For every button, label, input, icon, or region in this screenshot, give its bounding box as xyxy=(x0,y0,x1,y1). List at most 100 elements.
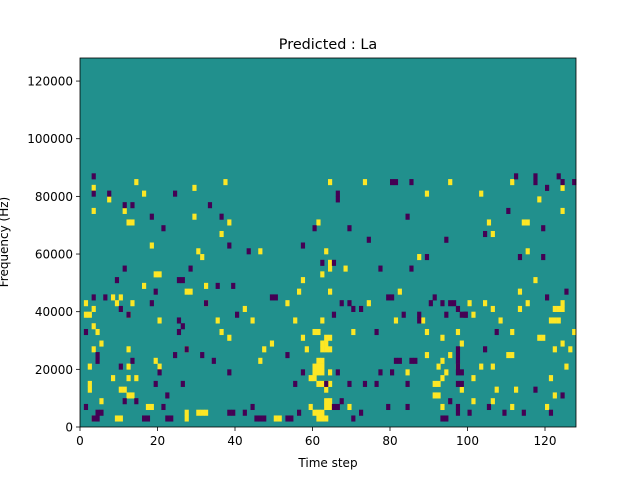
heatmap-cell-high xyxy=(87,311,92,318)
heatmap-cell-low xyxy=(440,415,445,422)
heatmap-cell-low xyxy=(362,380,368,387)
heatmap-cell-low xyxy=(517,254,523,261)
x-tick-label: 60 xyxy=(305,434,320,448)
heatmap-cell-low xyxy=(180,277,185,284)
heatmap-cell-low xyxy=(556,173,561,180)
heatmap-cell-high xyxy=(192,213,197,220)
heatmap-cell-low xyxy=(521,409,526,416)
heatmap-cell-low xyxy=(463,311,468,318)
heatmap-cell-low xyxy=(351,305,356,312)
heatmap-cell-high xyxy=(514,386,519,393)
heatmap-cells xyxy=(83,173,577,422)
heatmap-cell-low xyxy=(246,248,251,255)
heatmap-cell-low xyxy=(405,380,410,387)
heatmap-cell-high xyxy=(328,346,333,353)
heatmap-cell-low xyxy=(335,369,340,376)
heatmap-cell-low xyxy=(262,415,267,422)
heatmap-cell-low xyxy=(397,357,402,364)
heatmap-cell-high xyxy=(126,346,131,353)
heatmap-plot-area xyxy=(80,58,577,427)
heatmap-cell-low xyxy=(126,311,131,318)
heatmap-cell-low xyxy=(533,179,538,186)
heatmap-cell-high xyxy=(328,288,333,295)
y-axis-label: Frequency (Hz) xyxy=(0,197,11,288)
heatmap-cell-high xyxy=(316,219,321,226)
heatmap-cell-high xyxy=(324,248,329,255)
heatmap-cell-high xyxy=(537,334,542,341)
heatmap-cell-high xyxy=(145,403,151,411)
heatmap-cell-high xyxy=(250,317,255,324)
y-axis: 0 20000 40000 60000 80000 100000 120000 xyxy=(27,75,80,435)
heatmap-cell-low xyxy=(386,403,391,411)
heatmap-cell-high xyxy=(560,184,565,191)
heatmap-cell-high xyxy=(490,305,495,312)
heatmap-cell-high xyxy=(304,346,309,353)
heatmap-cell-high xyxy=(242,305,247,312)
heatmap-cell-high xyxy=(320,363,325,370)
heatmap-cell-high xyxy=(83,311,89,318)
x-tick-label: 40 xyxy=(227,434,242,448)
heatmap-cell-low xyxy=(548,409,554,416)
heatmap-cell-low xyxy=(455,409,461,416)
heatmap-cell-low xyxy=(467,409,472,416)
heatmap-cell-low xyxy=(142,415,147,422)
heatmap-cell-high xyxy=(269,340,275,347)
heatmap-cell-low xyxy=(215,282,220,289)
heatmap-cell-low xyxy=(122,265,127,272)
heatmap-cell-high xyxy=(444,369,449,376)
heatmap-cell-high xyxy=(541,334,546,341)
heatmap-cell-high xyxy=(91,323,96,330)
heatmap-cell-low xyxy=(541,225,546,232)
heatmap-cell-high xyxy=(455,328,461,336)
heatmap-cell-high xyxy=(548,375,554,382)
heatmap-cell-high xyxy=(219,328,224,336)
heatmap-cell-high xyxy=(328,369,333,376)
heatmap-cell-low xyxy=(320,259,325,266)
heatmap-cell-high xyxy=(308,403,313,411)
heatmap-cell-high xyxy=(572,328,577,336)
heatmap-cell-high xyxy=(122,386,127,393)
heatmap-cell-high xyxy=(324,334,329,341)
heatmap-cell-high xyxy=(118,294,123,301)
heatmap-cell-high xyxy=(227,334,232,341)
heatmap-cell-low xyxy=(455,357,461,364)
heatmap-cell-high xyxy=(479,363,484,370)
heatmap-cell-low xyxy=(211,357,216,364)
heatmap-cell-low xyxy=(130,202,135,209)
heatmap-cell-high xyxy=(328,403,333,411)
heatmap-cell-high xyxy=(122,207,127,214)
heatmap-cell-low xyxy=(153,288,158,295)
heatmap-cell-low xyxy=(378,265,383,272)
heatmap-cell-low xyxy=(169,415,174,422)
heatmap-cell-low xyxy=(91,294,96,301)
heatmap-cell-high xyxy=(324,415,329,422)
heatmap-cell-high xyxy=(223,179,228,186)
heatmap-cell-low xyxy=(452,300,457,307)
heatmap-cell-high xyxy=(328,179,333,186)
heatmap-cell-high xyxy=(87,386,92,393)
x-tick-label: 0 xyxy=(76,434,84,448)
heatmap-cell-high xyxy=(316,357,321,364)
heatmap-cell-high xyxy=(111,375,116,382)
heatmap-cell-high xyxy=(483,300,488,307)
heatmap-cell-low xyxy=(545,184,550,191)
heatmap-cell-high xyxy=(157,363,162,370)
heatmap-cell-high xyxy=(471,398,476,405)
heatmap-cell-high xyxy=(548,317,554,324)
heatmap-cell-high xyxy=(308,375,313,382)
heatmap-cell-low xyxy=(455,363,461,370)
heatmap-cell-low xyxy=(165,415,170,422)
heatmap-cell-high xyxy=(316,415,321,422)
heatmap-cell-high xyxy=(107,196,112,203)
heatmap-cell-high xyxy=(192,184,197,191)
heatmap-cell-high xyxy=(157,317,162,324)
heatmap-cell-high xyxy=(157,271,162,278)
x-axis-label: Time step xyxy=(297,456,357,470)
heatmap-cell-low xyxy=(564,288,569,295)
heatmap-cell-high xyxy=(312,328,317,336)
heatmap-cell-low xyxy=(227,409,232,416)
heatmap-cell-high xyxy=(277,415,282,422)
heatmap-cell-high xyxy=(533,277,538,284)
heatmap-cell-high xyxy=(486,219,492,226)
